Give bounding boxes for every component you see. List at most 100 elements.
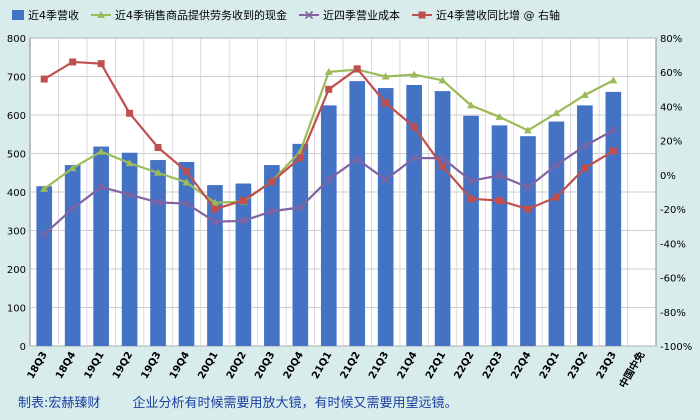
point-marker — [324, 67, 333, 75]
legend-item: 近4季销售商品提供劳务收到的现金 — [91, 8, 287, 22]
bar — [93, 146, 109, 346]
right-axis-tick-label: 20% — [660, 137, 682, 148]
x-axis-tick-label: 19Q2 — [111, 350, 135, 381]
bar — [150, 160, 166, 346]
right-axis-tick-label: 0% — [660, 171, 676, 182]
legend-item: 近四季营业成本 — [299, 8, 400, 22]
point-marker — [581, 164, 589, 172]
point-marker — [381, 72, 390, 80]
bar — [548, 121, 565, 346]
bar — [605, 91, 622, 347]
x-axis-tick-label: 20Q3 — [253, 350, 277, 381]
point-marker — [609, 126, 618, 135]
point-marker — [438, 76, 447, 84]
point-marker — [267, 207, 276, 216]
point-marker — [68, 204, 77, 213]
bar — [207, 185, 223, 346]
x-axis-tick-label: 中国中免 — [616, 349, 647, 390]
point-marker — [552, 160, 561, 170]
point-marker — [382, 99, 390, 107]
point-marker — [97, 60, 105, 68]
x-axis-tick-label: 22Q3 — [481, 350, 505, 381]
point-marker — [154, 144, 162, 152]
x-axis-tick-label: 21Q2 — [339, 350, 363, 381]
x-axis-tick-label: 22Q1 — [424, 350, 448, 381]
right-axis-tick-label: -20% — [660, 205, 686, 216]
point-marker — [40, 230, 49, 239]
footer: 制表:宏赫臻财 企业分析有时候需要用放大镜，有时候又需要用望远镜。 — [18, 392, 458, 411]
x-axis-tick-label: 19Q1 — [83, 350, 107, 381]
bar — [349, 81, 366, 347]
x-axis-tick-label: 22Q4 — [509, 350, 533, 381]
point-marker — [69, 58, 77, 66]
point-marker — [524, 205, 532, 213]
point-marker — [239, 216, 248, 225]
x-axis-tick-label: 21Q4 — [396, 350, 420, 381]
point-marker — [239, 197, 247, 205]
point-marker — [211, 205, 219, 213]
x-axis-tick-label: 21Q1 — [310, 350, 334, 381]
left-axis-tick-label: 800 — [7, 34, 26, 45]
point-marker — [609, 76, 618, 84]
point-marker — [125, 159, 134, 167]
x-axis-tick-label: 18Q3 — [26, 350, 50, 381]
x-axis-tick-label: 20Q1 — [196, 350, 220, 381]
bar — [434, 91, 451, 346]
right-axis-tick-label: 80% — [660, 34, 682, 45]
x-axis-tick-label: 19Q3 — [139, 350, 163, 381]
point-marker — [467, 195, 475, 203]
legend-label: 近四季营业成本 — [323, 8, 400, 22]
footer-source: 制表:宏赫臻财 — [18, 396, 101, 411]
legend-marker — [97, 11, 105, 18]
x-axis-tick-label: 21Q3 — [367, 350, 391, 381]
point-marker — [353, 65, 361, 73]
point-marker — [182, 199, 191, 208]
point-marker — [296, 154, 304, 162]
point-marker — [40, 75, 48, 83]
bar — [235, 183, 252, 346]
left-axis-tick-label: 300 — [7, 227, 26, 238]
point-marker — [125, 190, 134, 199]
bar — [64, 165, 81, 346]
legend-label: 近4季营收同比增 @ 右轴 — [436, 8, 560, 22]
bar — [463, 115, 479, 347]
point-marker — [296, 203, 305, 212]
point-marker — [466, 176, 476, 185]
left-axis-tick-label: 200 — [7, 265, 26, 276]
legend-label: 近4季销售商品提供劳务收到的现金 — [115, 8, 287, 22]
bar — [577, 105, 593, 346]
point-marker — [439, 162, 447, 170]
right-axis-tick-label: 40% — [660, 102, 682, 113]
point-marker — [97, 147, 106, 155]
x-axis-tick-label: 23Q3 — [595, 350, 619, 381]
point-marker — [210, 198, 219, 206]
point-marker — [580, 90, 589, 98]
bar — [292, 143, 309, 346]
point-marker — [210, 217, 220, 226]
legend-marker — [418, 11, 426, 19]
right-axis-tick-label: -100% — [660, 342, 692, 353]
bar — [36, 186, 53, 346]
x-axis-tick-label: 18Q4 — [54, 350, 78, 381]
point-marker — [523, 126, 532, 134]
left-axis-tick-label: 400 — [7, 188, 26, 199]
left-axis-tick-label: 600 — [7, 111, 26, 122]
point-marker — [609, 147, 617, 155]
point-marker — [183, 167, 190, 175]
footer-motto: 企业分析有时候需要用放大镜，有时候又需要用望远镜。 — [132, 396, 458, 411]
point-marker — [268, 178, 276, 186]
bar — [491, 125, 508, 347]
point-marker — [153, 198, 163, 207]
point-marker — [495, 112, 504, 120]
point-marker — [495, 171, 504, 180]
left-axis-tick-label: 500 — [7, 150, 26, 161]
bar — [406, 84, 422, 346]
bar — [264, 165, 280, 346]
point-marker — [381, 175, 390, 184]
x-axis-tick-label: 19Q4 — [168, 350, 192, 381]
bar — [520, 136, 536, 346]
right-axis-tick-label: -40% — [660, 239, 686, 250]
point-marker — [552, 193, 560, 201]
bar — [121, 152, 138, 346]
